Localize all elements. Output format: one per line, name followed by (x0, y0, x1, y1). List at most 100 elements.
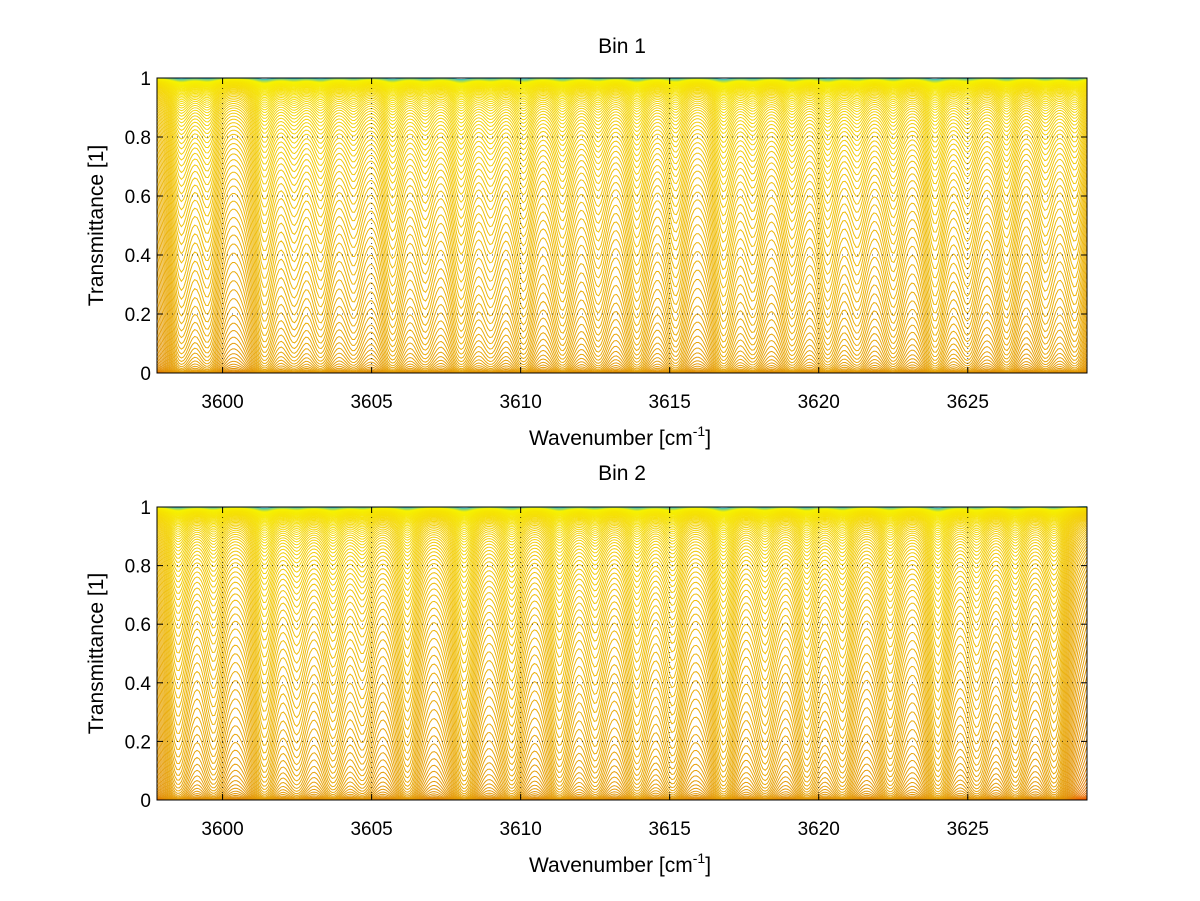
series-line (157, 102, 1087, 188)
series-line (157, 137, 1087, 283)
series-line (157, 163, 1087, 325)
panel-2: 3600 3605 3610 3615 3620 3625 0 0.2 0.4 0.6 0.8 1 Bi… (85, 462, 1088, 877)
series-line (157, 609, 1087, 797)
series-line (157, 87, 1087, 128)
x-tick-label: 3600 (201, 392, 243, 413)
y-axis-label: Transmittance [1] (85, 573, 108, 734)
x-tick-label: 3620 (798, 819, 840, 840)
series-line (157, 521, 1087, 625)
series-line (157, 88, 1087, 132)
series-group (157, 506, 1087, 800)
series-line (157, 516, 1087, 591)
series-line (157, 109, 1087, 212)
y-tick-label: 0.2 (125, 305, 151, 326)
series-line (157, 649, 1087, 800)
axes-box (156, 77, 1088, 374)
series-line (157, 510, 1087, 541)
series-line (157, 83, 1087, 109)
series-line (157, 512, 1087, 565)
series-line (157, 241, 1087, 370)
series-line (157, 624, 1087, 799)
series-line (157, 115, 1087, 229)
series-line (157, 80, 1087, 96)
series-line (157, 104, 1087, 196)
series-line (157, 269, 1087, 373)
chart-title: Bin 2 (598, 462, 646, 485)
series-line (157, 514, 1087, 575)
series-line (157, 81, 1087, 98)
panel-1: 3600 3605 3610 3615 3620 3625 0 0.2 0.4 0.6 0.8 1 Bi… (85, 35, 1088, 450)
series-line (157, 100, 1087, 181)
series-group (157, 77, 1087, 373)
series-line (157, 542, 1087, 721)
y-tick-label: 0.2 (125, 732, 151, 753)
series-line (157, 573, 1087, 779)
series-line (157, 508, 1087, 527)
series-line (157, 89, 1087, 136)
series-line (157, 509, 1087, 536)
x-tick-label: 3605 (350, 392, 392, 413)
y-tick-label: 0.4 (125, 246, 152, 267)
series-line (157, 152, 1087, 310)
series-line (157, 184, 1087, 345)
series-line (157, 511, 1087, 557)
series-line (157, 199, 1087, 355)
series-line (157, 603, 1087, 795)
series-line (157, 80, 1087, 92)
series-line (157, 142, 1087, 292)
series-line (157, 517, 1087, 597)
series-line (157, 86, 1087, 121)
y-tick-label: 0.8 (125, 557, 151, 578)
series-line (157, 509, 1087, 539)
series-line (157, 569, 1087, 773)
series-line (157, 552, 1087, 746)
series-line (157, 158, 1087, 318)
series-line (157, 85, 1087, 118)
series-line (157, 82, 1087, 103)
series-line (157, 514, 1087, 580)
series-line (157, 86, 1087, 124)
series-line (157, 125, 1087, 256)
chart-title: Bin 1 (598, 35, 646, 58)
x-tick-label: 3600 (201, 819, 243, 840)
series-line (157, 511, 1087, 550)
y-tick-label: 0.6 (125, 615, 151, 636)
series-line (157, 232, 1087, 368)
series-line (157, 215, 1087, 363)
series-line (157, 584, 1087, 787)
series-line (157, 508, 1087, 524)
series-line (157, 564, 1087, 767)
series-line (157, 530, 1087, 676)
x-axis-label: Wavenumber [cm-1] (529, 850, 711, 877)
series-line (157, 510, 1087, 544)
series-line (157, 523, 1087, 641)
series-line (157, 513, 1087, 570)
series-line (157, 80, 1087, 95)
series-line (157, 520, 1087, 618)
series-line (157, 112, 1087, 220)
series-line (157, 511, 1087, 553)
series-line (157, 508, 1087, 523)
series-line (157, 94, 1087, 156)
y-tick-label: 0.8 (125, 128, 151, 149)
series-line (157, 527, 1087, 658)
series-line (157, 207, 1087, 359)
y-axis-label: Transmittance [1] (85, 145, 108, 306)
series-line (157, 510, 1087, 547)
series-line (157, 515, 1087, 585)
x-tick-label: 3605 (350, 819, 392, 840)
series-line (157, 617, 1087, 798)
series-line (157, 92, 1087, 150)
series-line (157, 596, 1087, 793)
series-line (157, 535, 1087, 694)
series-line (157, 508, 1087, 528)
series-line (157, 537, 1087, 703)
series-line (157, 98, 1087, 174)
series-line (157, 82, 1087, 105)
x-tick-label: 3620 (798, 392, 840, 413)
series-line (157, 121, 1087, 247)
series-line (157, 83, 1087, 107)
y-tick-label: 0.4 (125, 674, 152, 695)
series-line (157, 518, 1087, 604)
